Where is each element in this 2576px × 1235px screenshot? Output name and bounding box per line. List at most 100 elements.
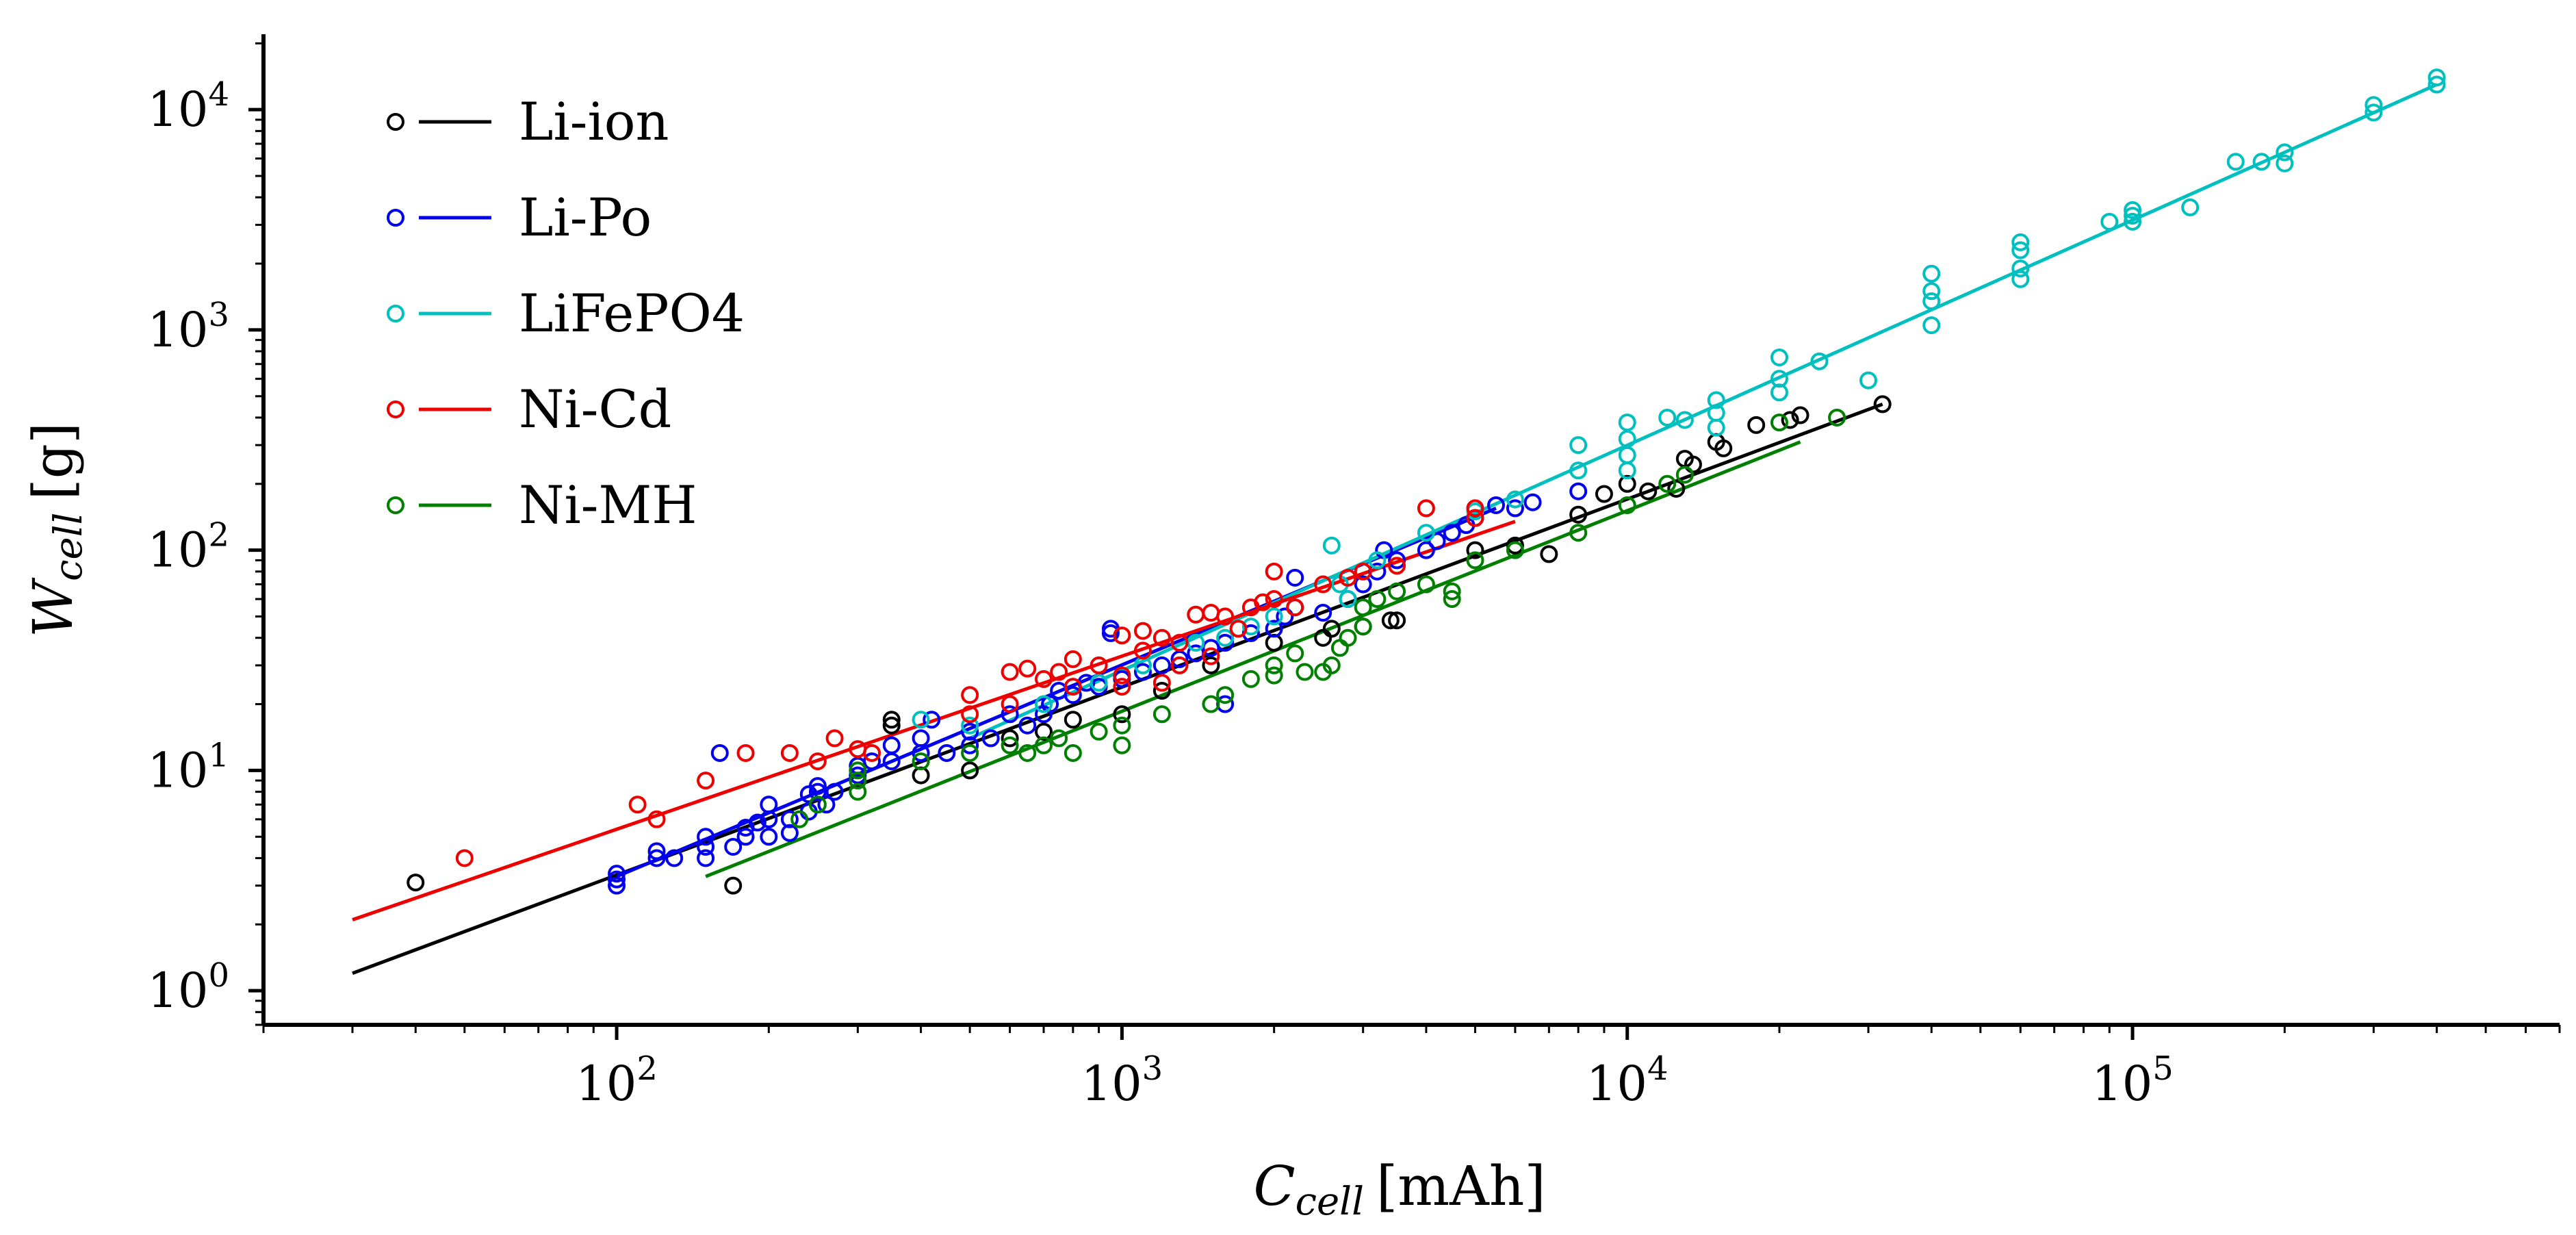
data-point-lifepo4 [2124,207,2142,225]
data-point-lifepo4 [1707,391,1725,409]
data-point-ni-cd [1466,509,1484,527]
data-point-li-po [1064,686,1082,704]
data-point-li-ion [1595,485,1613,503]
data-point-li-ion [1113,705,1131,724]
data-point-li-ion [1202,656,1220,674]
legend-label-ni-cd: Ni-Cd [519,379,671,440]
y-tick-label: 100 [147,956,229,1019]
data-point-ni-cd [1216,607,1235,626]
legend-label-lifepo4: LiFePO4 [519,283,745,344]
data-point-li-po [1506,499,1524,518]
data-point-li-po [1388,551,1406,570]
data-point-ni-cd [1314,575,1332,594]
data-point-lifepo4 [1859,371,1877,390]
data-point-li-po [849,766,867,785]
data-point-ni-cd [1229,620,1248,638]
data-point-lifepo4 [2276,154,2294,173]
data-point-li-po [825,782,844,801]
y-axis-label-unit: [g] [21,422,85,500]
data-point-li-ion [1639,482,1658,500]
data-point-li-po [697,828,715,846]
y-axis-label-sub: cell [47,513,91,581]
data-point-li-ion [1001,729,1019,748]
data-point-ni-cd [1113,666,1131,685]
data-point-lifepo4 [912,711,930,729]
data-point-li-ion [407,874,425,892]
data-point-ni-cd [1466,499,1484,518]
data-point-li-po [1216,633,1235,652]
data-point-ni-mh [1675,466,1694,484]
data-point-li-po [808,777,827,795]
data-point-li-po [1041,695,1059,713]
data-point-ni-mh [1296,663,1314,681]
legend-item-ni-mh: Ni-MH [387,474,697,535]
data-point-ni-mh [1443,582,1461,600]
y-tick-label: 101 [147,736,229,798]
data-point-li-po [817,795,836,814]
legend-marker-li-ion [387,113,404,131]
legend-marker-ni-cd [387,400,404,418]
data-point-ni-cd [808,752,827,771]
data-point-lifepo4 [1569,461,1588,480]
data-point-ni-cd [1133,622,1152,640]
data-point-lifepo4 [2011,241,2030,259]
legend-label-ni-mh: Ni-MH [519,474,697,535]
data-point-ni-cd [1035,670,1053,688]
legend-marker-ni-mh [387,496,404,514]
data-point-lifepo4 [2365,96,2383,114]
data-point-ni-mh [1368,590,1387,609]
data-point-ni-mh [849,782,867,801]
data-point-ni-mh [1018,743,1037,762]
data-point-ni-mh [1265,656,1283,674]
data-point-ni-cd [1133,641,1152,660]
data-point-ni-cd [1339,568,1357,587]
data-point-ni-mh [1064,743,1082,762]
data-point-ni-cd [697,772,715,790]
data-point-li-po [697,837,715,856]
data-point-ni-mh [1658,474,1677,493]
data-point-ni-cd [1354,562,1372,581]
data-point-li-po [882,736,901,754]
data-point-ni-cd [1202,647,1220,665]
data-point-li-ion [1873,395,1892,413]
data-point-lifepo4 [2252,153,2271,171]
data-point-lifepo4 [1922,282,1941,301]
data-point-li-po [1354,575,1372,594]
data-point-ni-cd [1090,656,1108,674]
data-point-lifepo4 [1770,348,1788,367]
data-point-li-po [1569,482,1588,500]
data-point-lifepo4 [1922,292,1941,310]
data-point-li-po [724,837,743,856]
data-point-ni-cd [1018,659,1037,678]
data-point-ni-mh [1770,413,1788,432]
data-point-ni-mh [1828,408,1846,426]
data-point-lifepo4 [2276,143,2294,162]
data-point-ni-mh [790,810,809,828]
data-point-li-po [961,736,979,754]
data-point-li-po [1523,493,1542,511]
data-point-li-ion [1322,620,1341,638]
x-axis-label-main: C [1253,1154,1295,1218]
y-axis-label-main: W [21,577,85,637]
data-point-li-po [748,813,767,832]
data-point-li-po [1152,656,1171,674]
legend-item-lifepo4: LiFePO4 [387,283,745,344]
data-point-ni-cd [1001,663,1019,681]
data-point-ni-cd [1265,562,1283,581]
data-point-li-ion [724,876,743,895]
data-point-ni-cd [1170,633,1189,652]
data-point-li-po [760,828,778,846]
data-point-ni-mh [1265,666,1283,685]
data-point-ni-mh [808,795,827,814]
y-tick-label: 103 [147,296,229,358]
fit-line-ni-mh [705,440,1801,878]
data-point-ni-mh [961,743,979,762]
data-point-lifepo4 [1090,674,1108,692]
data-point-lifepo4 [1322,536,1341,555]
data-point-li-ion [1381,611,1400,630]
data-point-li-po [938,743,956,762]
data-point-ni-mh [1354,618,1372,636]
data-point-li-po [1417,541,1435,559]
legend-marker-lifepo4 [387,305,404,322]
